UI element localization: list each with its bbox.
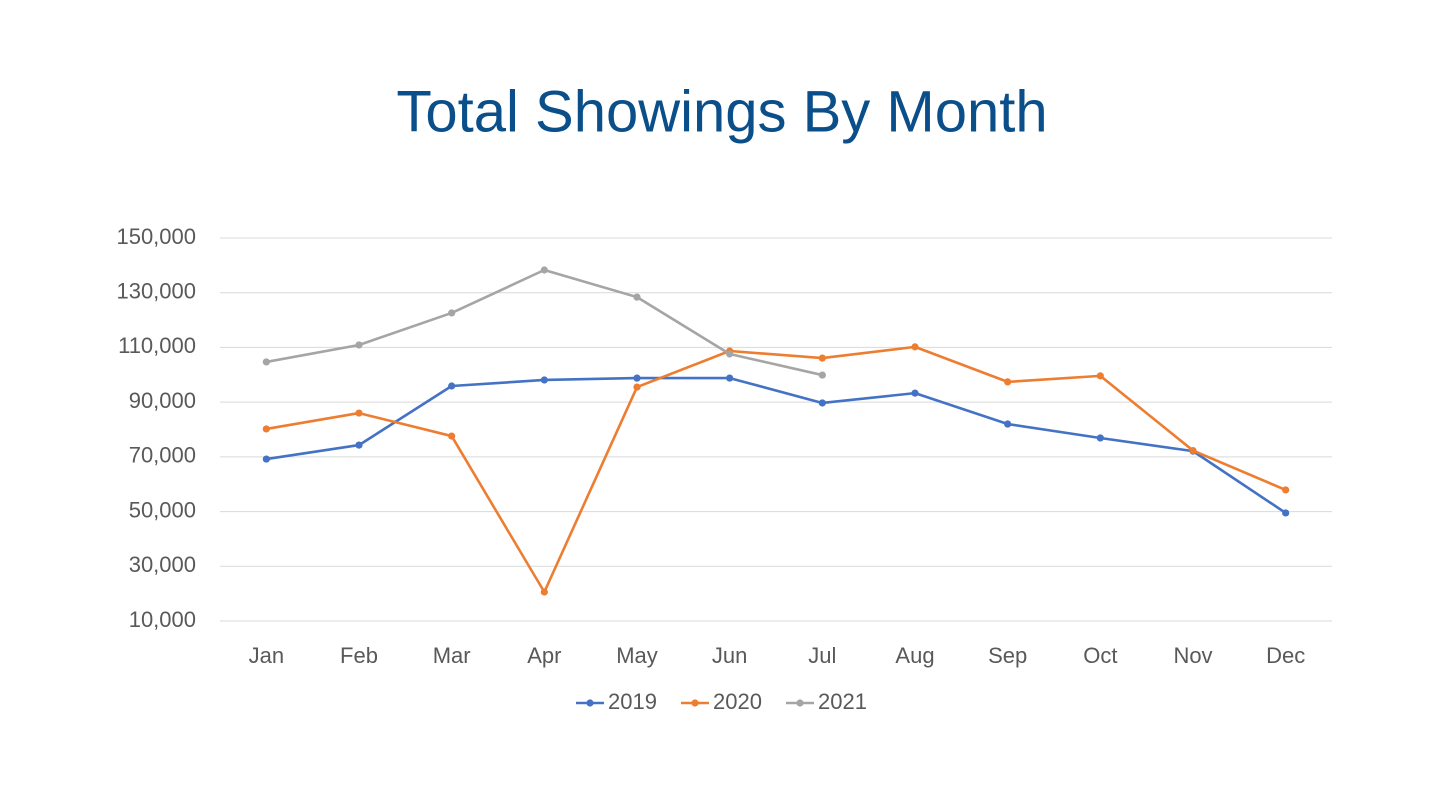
x-tick-label: Feb xyxy=(340,643,378,668)
data-point xyxy=(262,425,270,433)
legend-swatch-dot xyxy=(586,699,594,707)
legend-label: 2019 xyxy=(608,689,657,714)
data-point xyxy=(1096,372,1104,380)
data-point xyxy=(726,350,734,358)
data-point xyxy=(355,341,363,349)
data-point xyxy=(818,399,826,407)
x-tick-label: Oct xyxy=(1083,643,1117,668)
data-point xyxy=(818,354,826,362)
y-tick-label: 150,000 xyxy=(116,224,196,249)
x-tick-label: Apr xyxy=(527,643,561,668)
x-tick-label: Mar xyxy=(433,643,471,668)
data-point xyxy=(633,293,641,301)
data-point xyxy=(355,441,363,449)
data-point xyxy=(1004,378,1012,386)
y-tick-label: 70,000 xyxy=(129,443,196,468)
y-tick-label: 30,000 xyxy=(129,552,196,577)
data-point xyxy=(1282,486,1290,494)
x-tick-label: Nov xyxy=(1173,643,1212,668)
x-tick-label: Jun xyxy=(712,643,747,668)
data-point xyxy=(540,266,548,274)
data-point xyxy=(540,588,548,596)
data-point xyxy=(355,409,363,417)
data-point xyxy=(1282,509,1290,517)
y-tick-label: 10,000 xyxy=(129,607,196,632)
legend-swatch-dot xyxy=(796,699,804,707)
data-point xyxy=(262,455,270,463)
series-line xyxy=(266,345,1287,594)
data-point xyxy=(818,371,826,379)
data-point xyxy=(1096,434,1104,442)
data-point xyxy=(911,389,919,397)
data-point xyxy=(726,374,734,382)
x-tick-label: Jul xyxy=(808,643,836,668)
legend-label: 2021 xyxy=(818,689,867,714)
x-tick-label: Sep xyxy=(988,643,1027,668)
y-tick-label: 110,000 xyxy=(118,333,196,358)
legend-label: 2020 xyxy=(713,689,762,714)
data-point xyxy=(448,382,456,390)
y-tick-label: 50,000 xyxy=(129,497,196,522)
chart-title: Total Showings By Month xyxy=(396,79,1047,144)
data-point xyxy=(1189,446,1197,455)
x-tick-label: May xyxy=(616,643,658,668)
data-point xyxy=(448,432,456,440)
y-tick-label: 90,000 xyxy=(129,388,196,413)
x-tick-label: Jan xyxy=(249,643,284,668)
data-point xyxy=(633,383,641,391)
legend-swatch-dot xyxy=(691,699,699,707)
data-point xyxy=(1004,420,1012,428)
series-line xyxy=(266,376,1287,515)
x-tick-label: Aug xyxy=(895,643,934,668)
series-line xyxy=(266,268,823,377)
data-point xyxy=(262,358,270,366)
data-point xyxy=(911,343,919,351)
x-tick-label: Dec xyxy=(1266,643,1305,668)
y-tick-label: 130,000 xyxy=(116,279,196,304)
data-point xyxy=(540,376,548,384)
data-point xyxy=(448,309,456,317)
data-point xyxy=(633,374,641,382)
